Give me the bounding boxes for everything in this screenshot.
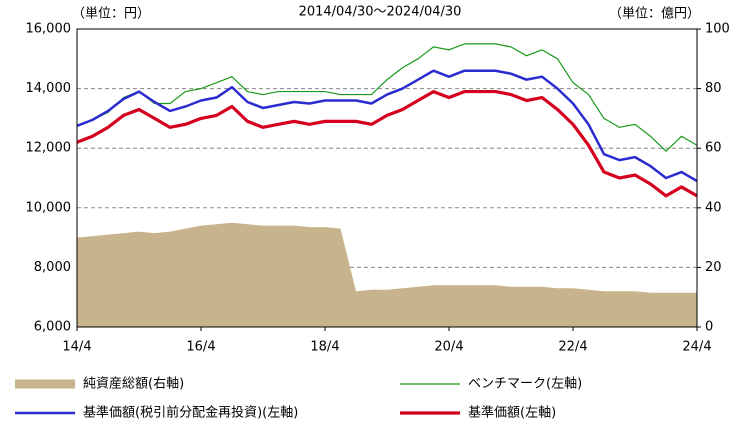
x-tick-label: 20/4 [434,340,463,355]
legend-label: 基準価額(税引前分配金再投資)(左軸) [83,405,298,421]
y-tick-label: 14,000 [26,81,72,96]
plot-frame [76,28,698,328]
chart-title: 2014/04/30～2024/04/30 [299,5,462,20]
y-tick-label: 10,000 [26,200,72,215]
y2-tick-label: 40 [705,200,722,215]
line [76,43,698,152]
y2-tick-label: 0 [705,320,713,335]
legend-label: 基準価額(左軸) [468,405,556,421]
legend-label: 純資産総額(右軸) [83,376,184,392]
y-tick-label: 16,000 [26,22,72,37]
x-tick-label: 18/4 [310,340,339,355]
x-tick-label: 14/4 [62,340,91,355]
line [76,69,698,183]
y-axis-label: （単位：円） [72,6,150,22]
y-tick-label: 6,000 [34,320,71,335]
y2-tick-label: 100 [705,22,730,37]
y2-tick-label: 20 [705,260,722,275]
y-tick-label: 8,000 [34,260,71,275]
x-tick-label: 22/4 [558,340,587,355]
y-tick-label: 12,000 [26,141,72,156]
area [77,222,697,327]
y2-tick-label: 80 [705,81,722,96]
legend-label: ベンチマーク(左軸) [468,377,582,392]
x-tick-label: 24/4 [682,340,711,355]
y2-axis-label: （単位：億円） [609,6,700,22]
y2-tick-label: 60 [705,141,722,156]
line [76,89,698,198]
x-tick-label: 16/4 [186,340,215,355]
